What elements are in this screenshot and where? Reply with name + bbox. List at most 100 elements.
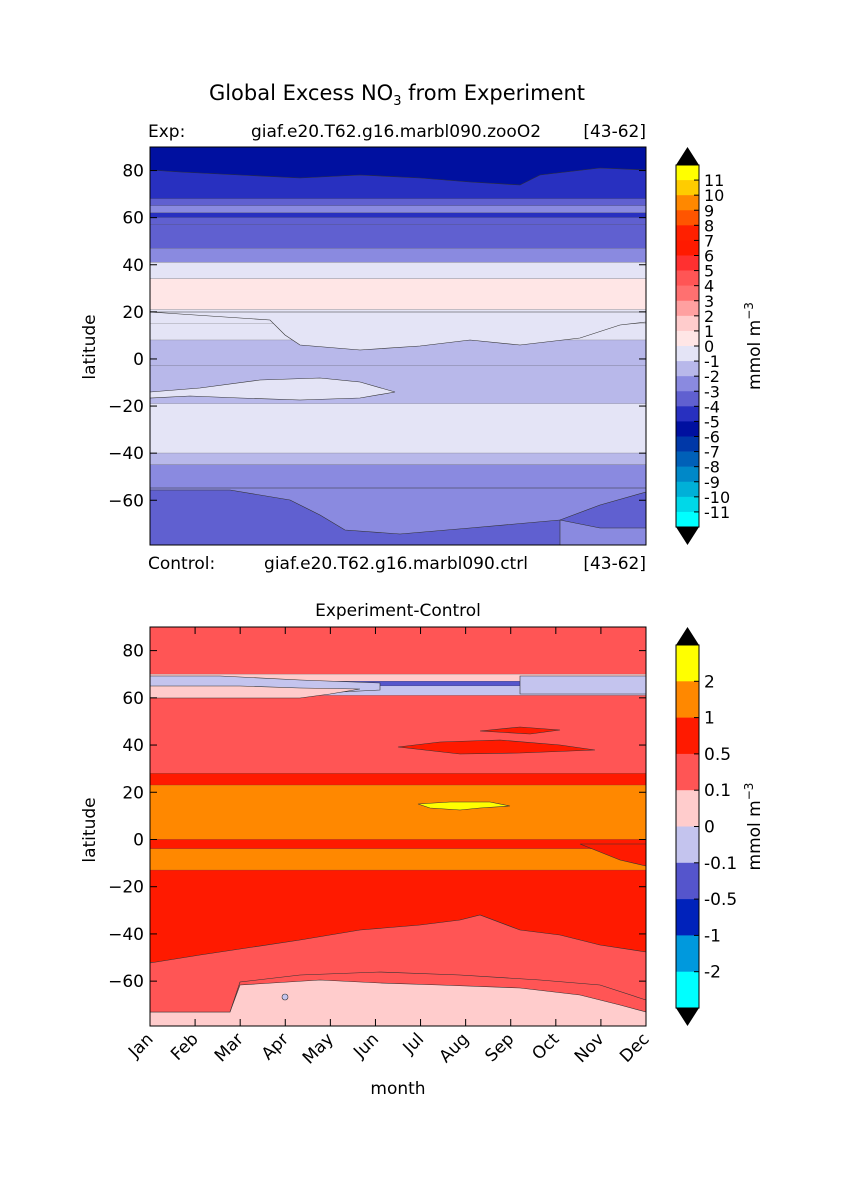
ytick-label: 60 (122, 209, 144, 229)
colorbar-segment (676, 391, 699, 406)
colorbar-segment (676, 316, 699, 331)
bottom-panel: Experiment-Control 80 60 40 20 0 −20 −40 −60 Ja… (80, 601, 765, 1099)
colorbar-segment (676, 754, 699, 791)
xtick-label-feb: Feb (167, 1029, 202, 1064)
colorbar-segment (676, 256, 699, 271)
top-title-left: Exp: (148, 122, 185, 142)
colorbar-segment (676, 165, 699, 180)
colorbar-units-label: mmol m−3 (742, 302, 765, 390)
band-8 (150, 849, 646, 870)
xtick-label-aug: Aug (436, 1029, 474, 1067)
xtick-label-sep: Sep (481, 1029, 518, 1066)
colorbar-units-exponent: −3 (742, 302, 756, 320)
ytick-label: −60 (108, 972, 144, 992)
top-colorbar: 11109876543210-1-2-3-4-5-6-7-8-9-10-11mm… (676, 147, 765, 545)
band-4 (150, 213, 646, 218)
colorbar-label: -0.5 (704, 890, 737, 910)
colorbar-segment (676, 346, 699, 361)
colorbar-segment (676, 301, 699, 316)
colorbar-extend-top (676, 627, 699, 645)
colorbar-label: 0.1 (704, 781, 731, 801)
xtick-label-apr: Apr (258, 1029, 293, 1064)
colorbar-label: -11 (704, 503, 730, 522)
colorbar-segment (676, 681, 699, 718)
top-bottom-left: Control: (148, 554, 215, 574)
colorbar-segment (676, 286, 699, 301)
colorbar-units-label: mmol m−3 (742, 783, 765, 871)
ytick-label: −40 (108, 925, 144, 945)
colorbar-segment (676, 790, 699, 827)
ytick-label: 0 (133, 350, 144, 370)
top-title-center: giaf.e20.T62.g16.marbl090.zooO2 (251, 122, 541, 142)
band-4 (150, 695, 646, 773)
xtick-label-dec: Dec (616, 1029, 653, 1066)
suptitle: Global Excess NO3 from Experiment (209, 81, 585, 109)
top-title-right: [43-62] (583, 122, 646, 142)
bot-feature-small-blob (282, 994, 288, 1000)
colorbar-label: 0 (704, 818, 715, 838)
xtick-label-jan: Jan (124, 1029, 157, 1062)
ytick-label: 20 (122, 783, 144, 803)
colorbar-label: -0.1 (704, 854, 737, 874)
colorbar-segment (676, 361, 699, 376)
bottom-ylabel: latitude (80, 797, 100, 862)
colorbar-label: -2 (704, 963, 721, 983)
xtick-label-oct: Oct (528, 1029, 563, 1064)
bottom-colorbar: 210.50.10-0.1-0.5-1-2mmol m−3 (676, 627, 765, 1026)
band-16 (150, 465, 646, 489)
colorbar-segment (676, 512, 699, 527)
ytick-label: −20 (108, 878, 144, 898)
band-8 (150, 262, 646, 278)
colorbar-segment (676, 225, 699, 240)
colorbar-extend-bottom (676, 1008, 699, 1026)
colorbar-label: 0.5 (704, 745, 731, 765)
colorbar-segment (676, 863, 699, 900)
ytick-label: 40 (122, 256, 144, 276)
top-panel: Exp: giaf.e20.T62.g16.marbl090.zooO2 [43… (80, 122, 765, 574)
colorbar-segment (676, 467, 699, 482)
colorbar-segment (676, 935, 699, 972)
ytick-label: −20 (108, 397, 144, 417)
colorbar-segment (676, 406, 699, 421)
bot-feature-lav-right (520, 676, 646, 694)
colorbar-segment (676, 376, 699, 391)
top-bottom-center: giaf.e20.T62.g16.marbl090.ctrl (264, 554, 528, 574)
band-6 (150, 225, 646, 249)
ytick-label: 60 (122, 689, 144, 709)
top-bottom-right: [43-62] (583, 554, 646, 574)
band-2 (150, 199, 646, 206)
band-15 (150, 453, 646, 465)
colorbar-units-text: mmol m (745, 320, 765, 390)
colorbar-segment (676, 271, 699, 286)
colorbar-segment (676, 437, 699, 452)
colorbar-segment (676, 482, 699, 497)
colorbar-segment (676, 240, 699, 255)
ytick-label: 80 (122, 642, 144, 662)
ytick-label: −60 (108, 491, 144, 511)
figure: Global Excess NO3 from Experiment Exp: g… (0, 0, 850, 1179)
colorbar-units-exponent: −3 (742, 783, 756, 801)
colorbar-segment (676, 645, 699, 682)
colorbar-segment (676, 331, 699, 346)
xtick-label-mar: Mar (211, 1029, 248, 1066)
bottom-xlabel: month (370, 1079, 425, 1099)
ytick-label: 40 (122, 736, 144, 756)
colorbar-label: 1 (704, 709, 715, 729)
colorbar-segment (676, 452, 699, 467)
ytick-label: 20 (122, 303, 144, 323)
ytick-label: 0 (133, 830, 144, 850)
colorbar-segment (676, 210, 699, 225)
band-5 (150, 773, 646, 785)
bottom-title: Experiment-Control (315, 601, 481, 621)
suptitle-tail: from Experiment (401, 81, 585, 105)
band-14 (150, 404, 646, 453)
colorbar-segment (676, 718, 699, 755)
top-ylabel: latitude (80, 314, 100, 379)
band-5 (150, 218, 646, 225)
colorbar-segment (676, 497, 699, 512)
band-7 (150, 248, 646, 262)
colorbar-segment (676, 827, 699, 864)
colorbar-segment (676, 421, 699, 436)
xtick-label-nov: Nov (571, 1029, 609, 1067)
band-9 (150, 279, 646, 310)
